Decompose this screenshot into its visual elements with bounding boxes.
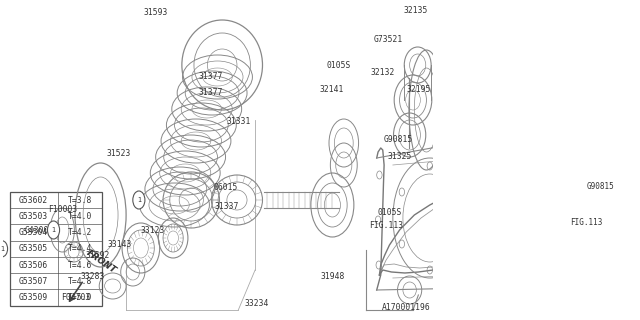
Text: 31337: 31337	[214, 202, 239, 211]
Text: T=4.4: T=4.4	[68, 244, 92, 253]
Text: 1: 1	[137, 197, 141, 203]
Text: F04703: F04703	[61, 293, 91, 302]
Text: 32195: 32195	[406, 85, 431, 94]
Text: 33283: 33283	[81, 272, 105, 281]
Text: G53509: G53509	[19, 293, 48, 302]
Bar	[10, 192, 102, 306]
Text: 31523: 31523	[106, 149, 131, 158]
Text: T=4.0: T=4.0	[68, 212, 92, 221]
Text: 32135: 32135	[404, 6, 428, 15]
Text: 31331: 31331	[227, 117, 252, 126]
Text: G53503: G53503	[19, 212, 48, 221]
Text: 0105S: 0105S	[377, 208, 402, 217]
Text: 1: 1	[51, 227, 56, 233]
Text: 31592: 31592	[86, 251, 110, 260]
Text: 31377: 31377	[198, 88, 223, 97]
Text: 31377: 31377	[198, 72, 223, 81]
Text: 32132: 32132	[371, 68, 395, 76]
Text: A170001196: A170001196	[382, 303, 431, 312]
Circle shape	[133, 191, 145, 209]
Bar	[568, 215, 605, 230]
Text: FRONT: FRONT	[85, 248, 118, 275]
Text: G90815: G90815	[384, 135, 413, 144]
Text: T=3.8: T=3.8	[68, 196, 92, 204]
Text: 0105S: 0105S	[326, 61, 351, 70]
Text: T=4.2: T=4.2	[68, 228, 92, 237]
Text: G53505: G53505	[19, 244, 48, 253]
Text: 1: 1	[0, 246, 4, 252]
Text: T=5.0: T=5.0	[68, 293, 92, 302]
Text: G53507: G53507	[19, 277, 48, 286]
Text: 06015: 06015	[214, 183, 238, 192]
Text: G43005: G43005	[25, 226, 54, 235]
Text: G53506: G53506	[19, 260, 48, 269]
Text: 33123: 33123	[141, 226, 165, 235]
Circle shape	[0, 241, 8, 257]
Text: T=4.8: T=4.8	[68, 277, 92, 286]
Text: T=4.6: T=4.6	[68, 260, 92, 269]
Text: G90815: G90815	[587, 181, 614, 190]
Text: G53504: G53504	[19, 228, 48, 237]
Text: F10003: F10003	[48, 205, 77, 214]
Text: FIG.113: FIG.113	[570, 218, 602, 227]
Text: G53602: G53602	[19, 196, 48, 204]
Text: 33234: 33234	[244, 299, 269, 308]
Text: FIG.113: FIG.113	[369, 221, 403, 230]
Text: 31593: 31593	[143, 8, 168, 17]
Bar	[583, 178, 618, 194]
Text: 33143: 33143	[107, 240, 131, 249]
Text: 32141: 32141	[319, 85, 344, 94]
Circle shape	[47, 221, 60, 239]
Text: G73521: G73521	[373, 35, 403, 44]
Text: 31325: 31325	[388, 152, 412, 161]
Text: 31948: 31948	[321, 272, 345, 281]
